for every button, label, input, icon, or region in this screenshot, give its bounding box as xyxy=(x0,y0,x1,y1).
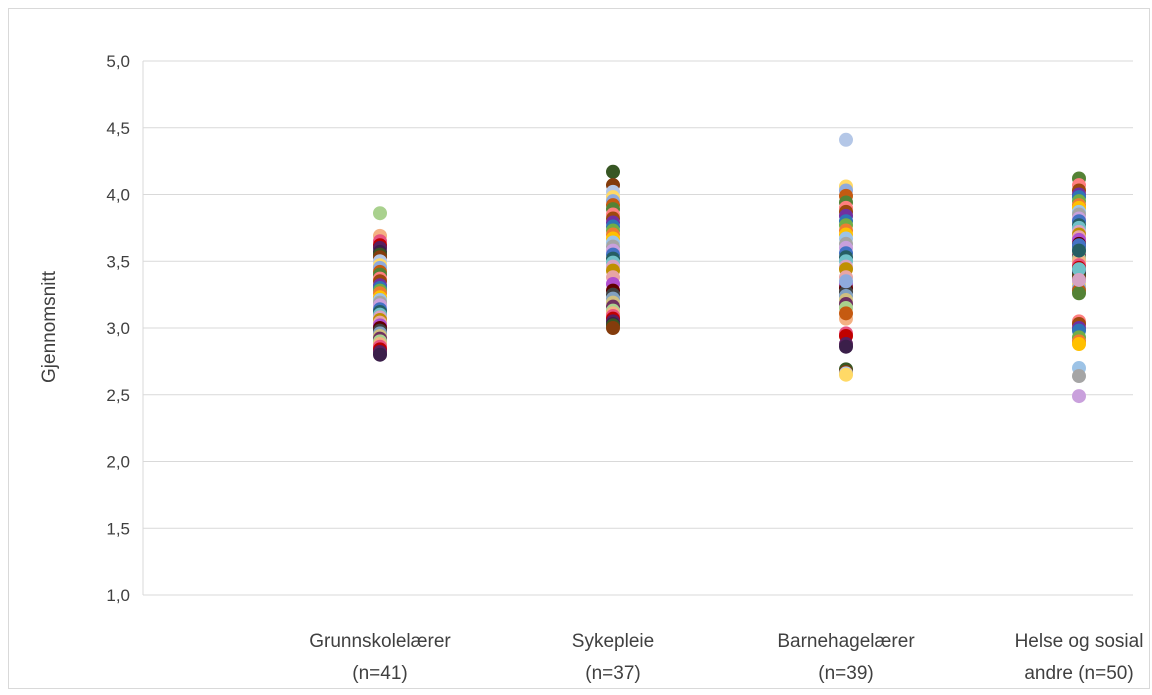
data-point xyxy=(1072,389,1086,404)
data-point xyxy=(1072,337,1086,352)
y-axis-label: Gjennomsnitt xyxy=(39,270,60,383)
gridlines xyxy=(142,60,1133,596)
y-tick-label: 4,5 xyxy=(106,119,130,138)
data-point xyxy=(839,132,853,147)
x-category-label-sub: (n=39) xyxy=(818,663,873,684)
data-point xyxy=(839,274,853,289)
y-tick-label: 1,5 xyxy=(106,519,130,538)
data-point xyxy=(839,367,853,382)
y-tick-label: 2,0 xyxy=(106,453,130,472)
x-axis-categories: Grunnskolelærer (n=41) Sykepleie (n=37) Barn… xyxy=(309,631,1143,684)
data-point xyxy=(1072,243,1086,258)
data-point xyxy=(1072,272,1086,287)
data-point xyxy=(606,321,620,335)
y-tick-label: 3,0 xyxy=(106,319,130,338)
data-point xyxy=(839,306,853,321)
x-category-label-sub: (n=41) xyxy=(352,663,407,684)
data-point xyxy=(1072,369,1086,384)
x-category-label: Sykepleie xyxy=(572,631,654,652)
y-tick-label: 1,0 xyxy=(106,586,130,605)
data-point xyxy=(373,347,387,362)
x-category-label-sub: andre (n=50) xyxy=(1024,663,1133,684)
data-point xyxy=(1072,262,1086,277)
y-axis-ticks: 1,0 1,5 2,0 2,5 3,0 3,5 4,0 4,5 5,0 xyxy=(106,52,130,605)
chart-frame: 1,0 1,5 2,0 2,5 3,0 3,5 4,0 4,5 5,0 Gjennomsnitt… xyxy=(8,8,1150,689)
data-points xyxy=(373,132,1086,404)
y-tick-label: 3,5 xyxy=(106,252,130,271)
data-point xyxy=(1072,286,1086,301)
x-category-label: Barnehagelærer xyxy=(777,631,915,652)
x-category-label: Helse og sosial xyxy=(1015,631,1144,652)
y-tick-label: 5,0 xyxy=(106,52,130,71)
y-tick-label: 2,5 xyxy=(106,386,130,405)
data-point xyxy=(839,339,853,354)
data-point xyxy=(373,206,387,221)
data-point xyxy=(606,164,620,179)
x-category-label: Grunnskolelærer xyxy=(309,631,451,652)
y-tick-label: 4,0 xyxy=(106,186,130,205)
scatter-chart: 1,0 1,5 2,0 2,5 3,0 3,5 4,0 4,5 5,0 Gjennomsnitt… xyxy=(39,52,1143,684)
x-category-label-sub: (n=37) xyxy=(585,663,640,684)
